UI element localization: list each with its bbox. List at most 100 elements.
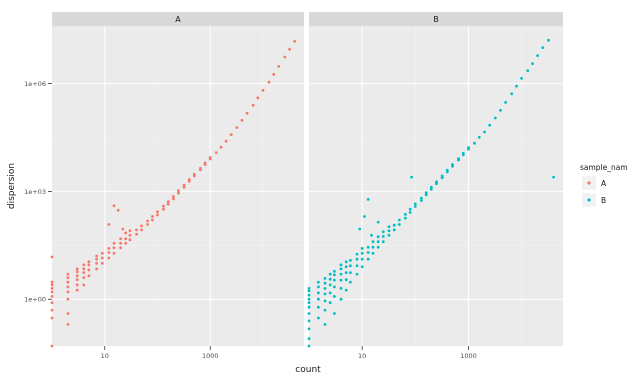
data-point xyxy=(119,237,122,241)
data-point xyxy=(355,272,359,276)
data-point xyxy=(66,285,70,289)
data-point xyxy=(50,287,54,290)
data-point xyxy=(483,130,486,134)
data-point xyxy=(124,237,128,241)
data-point xyxy=(128,233,132,237)
y-axis-title: dispersion xyxy=(7,163,17,209)
data-point xyxy=(224,139,228,143)
x-tick-label: 10 xyxy=(358,352,366,360)
data-point xyxy=(360,257,364,261)
data-point xyxy=(317,291,320,295)
data-point xyxy=(344,271,348,274)
data-point xyxy=(457,157,460,161)
data-point xyxy=(323,287,327,290)
data-point xyxy=(146,219,150,223)
strip-background xyxy=(309,12,563,26)
data-point xyxy=(307,337,311,341)
data-point xyxy=(344,278,348,282)
data-point xyxy=(467,146,470,150)
data-point xyxy=(349,259,352,262)
data-point xyxy=(413,205,417,208)
data-point xyxy=(307,312,311,315)
data-point xyxy=(392,223,396,227)
data-point xyxy=(370,233,373,237)
data-point xyxy=(135,232,138,236)
data-point xyxy=(66,290,70,294)
data-point xyxy=(214,151,218,155)
data-point xyxy=(520,76,523,80)
data-point xyxy=(344,265,348,269)
data-point xyxy=(376,235,380,239)
data-point xyxy=(339,287,343,290)
data-point xyxy=(82,283,86,287)
data-point xyxy=(50,301,54,305)
data-point xyxy=(156,210,159,214)
data-point xyxy=(75,267,79,271)
data-point xyxy=(461,151,465,155)
data-point xyxy=(151,215,154,218)
data-point xyxy=(536,54,539,57)
data-point xyxy=(146,223,150,226)
data-point xyxy=(488,123,491,127)
data-point xyxy=(116,208,120,212)
data-point xyxy=(376,240,380,244)
data-point xyxy=(307,344,311,348)
data-point xyxy=(162,204,165,208)
strip-background xyxy=(52,12,304,26)
data-point xyxy=(87,260,91,264)
data-point xyxy=(112,251,116,255)
data-point xyxy=(112,204,116,208)
legend-title: sample_nam xyxy=(580,163,628,172)
data-point xyxy=(323,281,327,285)
data-point xyxy=(358,227,362,231)
data-point xyxy=(112,246,116,250)
x-tick-label: 10 xyxy=(101,352,109,360)
x-axis-title: count xyxy=(295,365,321,375)
data-point xyxy=(82,263,86,267)
data-point xyxy=(87,268,91,272)
data-point xyxy=(387,229,391,233)
data-point xyxy=(317,285,320,289)
data-point xyxy=(151,218,154,222)
panel-background-a xyxy=(52,26,304,346)
data-point xyxy=(50,308,54,312)
data-point xyxy=(404,216,407,220)
data-point xyxy=(283,55,287,59)
points-b xyxy=(307,38,555,348)
data-point xyxy=(50,344,54,348)
data-point xyxy=(293,39,297,43)
data-point xyxy=(429,185,433,189)
data-point xyxy=(317,297,320,301)
data-point xyxy=(552,175,555,179)
data-point xyxy=(307,297,311,301)
data-point xyxy=(95,261,98,265)
x-axis-ticks: 10 1000 10 1000 xyxy=(101,346,477,360)
points-a xyxy=(50,39,297,348)
data-point xyxy=(261,88,265,92)
data-point xyxy=(333,285,336,289)
data-point xyxy=(328,272,332,276)
data-point xyxy=(66,312,70,315)
data-point xyxy=(404,213,407,216)
data-point xyxy=(128,229,132,233)
data-point xyxy=(339,278,343,282)
data-point xyxy=(387,225,391,229)
data-point xyxy=(87,263,91,267)
data-point xyxy=(172,195,175,198)
data-point xyxy=(307,293,311,297)
data-point xyxy=(323,323,327,326)
data-point xyxy=(256,96,260,100)
data-point xyxy=(50,283,54,287)
data-point xyxy=(355,264,359,268)
data-point xyxy=(515,84,518,88)
data-point xyxy=(166,200,170,204)
data-point xyxy=(66,272,70,276)
data-point xyxy=(199,166,202,170)
data-point xyxy=(323,277,327,280)
data-point xyxy=(333,269,336,273)
data-point xyxy=(317,305,320,309)
data-point xyxy=(541,46,545,49)
legend-point-b xyxy=(587,198,591,202)
data-point xyxy=(307,301,311,305)
legend-label-a: A xyxy=(601,179,607,188)
